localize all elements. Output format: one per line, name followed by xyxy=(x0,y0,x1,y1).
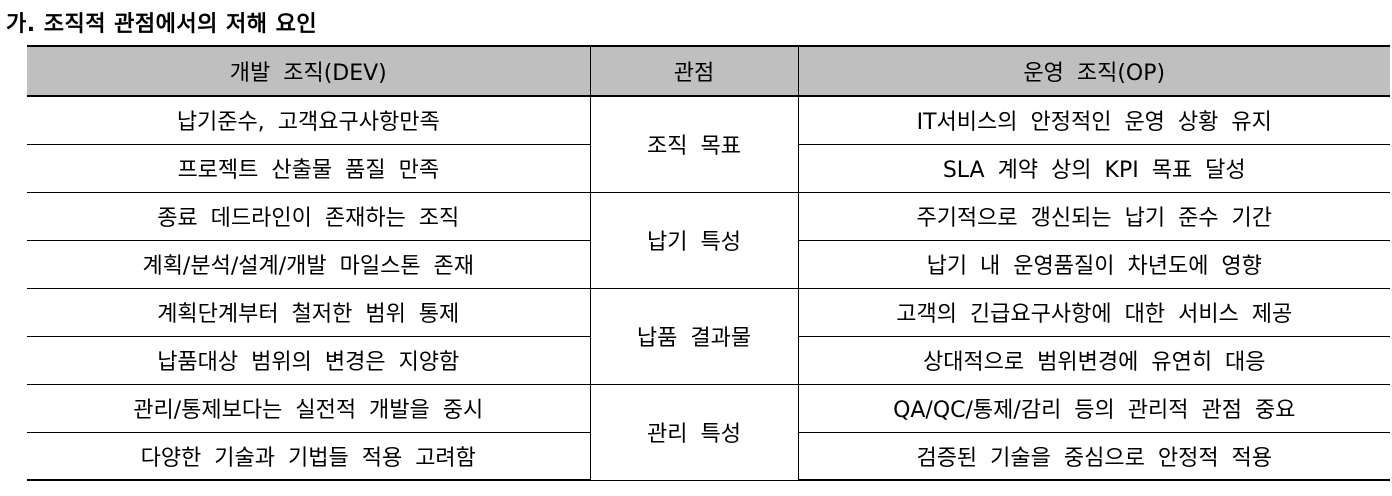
header-perspective: 관점 xyxy=(589,45,799,97)
dev-cell: 관리/통제보다는 실전적 개발을 중시 xyxy=(27,383,591,433)
op-cell: 검증된 기술을 중심으로 안정적 적용 xyxy=(797,431,1390,481)
dev-cell: 다양한 기술과 기법들 적용 고려함 xyxy=(27,431,591,481)
table-row: 계획단계부터 철저한 범위 통제 납품 결과물 고객의 긴급요구사항에 대한 서… xyxy=(27,287,1390,385)
dev-cell: 계획/분석/설계/개발 마일스톤 존재 xyxy=(27,239,591,289)
perspective-cell: 납품 결과물 xyxy=(589,287,799,385)
dev-cell: 프로젝트 산출물 품질 만족 xyxy=(27,143,591,193)
table-row: 관리/통제보다는 실전적 개발을 중시 관리 특성 QA/QC/통제/감리 등의… xyxy=(27,383,1390,481)
perspective-cell: 조직 목표 xyxy=(589,95,799,193)
op-cell: 고객의 긴급요구사항에 대한 서비스 제공 xyxy=(797,287,1390,337)
op-cell: 납기 내 운영품질이 차년도에 영향 xyxy=(797,239,1390,289)
table-row: 종료 데드라인이 존재하는 조직 납기 특성 주기적으로 갱신되는 납기 준수 … xyxy=(27,191,1390,289)
dev-cell: 계획단계부터 철저한 범위 통제 xyxy=(27,287,591,337)
table-header-row: 개발 조직(DEV) 관점 운영 조직(OP) xyxy=(27,45,1390,97)
op-cell: SLA 계약 상의 KPI 목표 달성 xyxy=(797,143,1390,193)
table-row: 계획/분석/설계/개발 마일스톤 존재 납기 내 운영품질이 차년도에 영향 xyxy=(27,239,1390,289)
dev-op-comparison-table: 개발 조직(DEV) 관점 운영 조직(OP) 납기준수, 고객요구사항만족 조… xyxy=(27,45,1390,481)
op-cell: QA/QC/통제/감리 등의 관리적 관점 중요 xyxy=(797,383,1390,433)
op-cell: IT서비스의 안정적인 운영 상황 유지 xyxy=(797,95,1390,145)
section-heading: 가. 조직적 관점에서의 저해 요인 xyxy=(6,12,318,37)
perspective-cell: 관리 특성 xyxy=(589,383,799,481)
perspective-cell: 납기 특성 xyxy=(589,191,799,289)
op-cell: 주기적으로 갱신되는 납기 준수 기간 xyxy=(797,191,1390,241)
dev-cell: 종료 데드라인이 존재하는 조직 xyxy=(27,191,591,241)
dev-cell: 납기준수, 고객요구사항만족 xyxy=(27,95,591,145)
dev-cell: 납품대상 범위의 변경은 지양함 xyxy=(27,335,591,385)
table-row: 납기준수, 고객요구사항만족 조직 목표 IT서비스의 안정적인 운영 상황 유… xyxy=(27,95,1390,193)
op-cell: 상대적으로 범위변경에 유연히 대응 xyxy=(797,335,1390,385)
table-row: 프로젝트 산출물 품질 만족 SLA 계약 상의 KPI 목표 달성 xyxy=(27,143,1390,193)
table-row: 다양한 기술과 기법들 적용 고려함 검증된 기술을 중심으로 안정적 적용 xyxy=(27,431,1390,481)
header-op-organization: 운영 조직(OP) xyxy=(797,45,1390,97)
header-dev-organization: 개발 조직(DEV) xyxy=(27,45,591,97)
